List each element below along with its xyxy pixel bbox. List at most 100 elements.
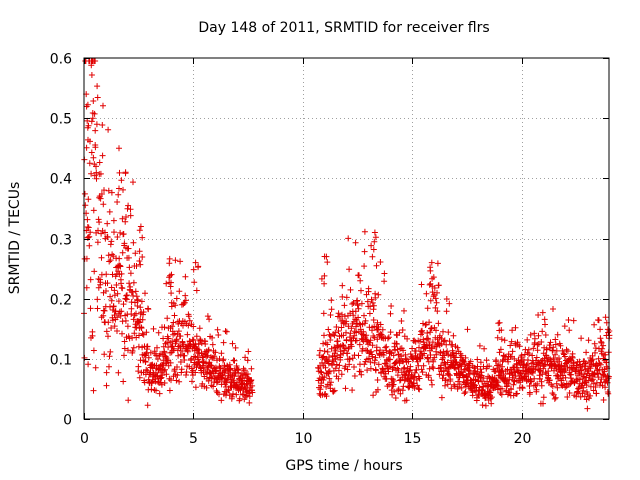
data-point	[391, 388, 398, 395]
data-point	[92, 127, 99, 134]
data-point	[383, 347, 390, 354]
data-point	[362, 317, 369, 324]
data-point	[481, 345, 488, 352]
data-point	[534, 341, 541, 348]
data-point	[363, 347, 370, 354]
data-point	[435, 282, 442, 289]
data-point	[139, 234, 146, 241]
data-point	[477, 366, 484, 373]
data-point	[192, 259, 199, 266]
data-point	[121, 345, 128, 352]
data-point	[361, 361, 368, 368]
data-point	[202, 341, 209, 347]
data-point	[134, 296, 141, 303]
data-point	[446, 338, 453, 345]
data-point	[558, 362, 565, 369]
data-point	[517, 379, 524, 386]
data-point	[229, 393, 236, 400]
data-point	[320, 310, 327, 317]
data-point	[365, 355, 372, 362]
data-point	[353, 337, 360, 344]
data-point	[136, 258, 143, 264]
data-point	[373, 344, 380, 351]
data-point	[107, 257, 114, 264]
data-point	[539, 371, 546, 378]
data-point	[591, 371, 598, 378]
data-point	[93, 121, 100, 128]
data-point	[114, 199, 121, 205]
y-tick-label: 0	[63, 413, 72, 429]
data-point	[349, 387, 356, 394]
data-point	[495, 320, 502, 327]
data-point	[332, 355, 339, 362]
data-point	[534, 347, 541, 354]
data-point	[598, 376, 605, 383]
data-point	[326, 331, 333, 338]
data-point	[422, 345, 429, 352]
data-point	[183, 372, 189, 378]
data-point	[442, 382, 448, 389]
data-point	[540, 394, 547, 401]
data-point	[108, 284, 115, 291]
y-tick-label: 0.4	[50, 172, 72, 188]
data-point	[103, 271, 110, 278]
data-point	[419, 369, 426, 376]
data-point	[135, 363, 142, 370]
data-point	[462, 361, 468, 368]
data-point	[549, 383, 556, 390]
data-point	[159, 372, 166, 379]
data-point	[139, 330, 146, 337]
data-point	[405, 384, 412, 391]
data-point	[528, 360, 535, 367]
data-point	[127, 212, 134, 219]
data-point	[581, 371, 588, 378]
data-point	[590, 387, 597, 394]
data-point	[167, 359, 174, 366]
data-point	[570, 317, 577, 324]
data-point	[344, 366, 351, 373]
data-point	[425, 336, 432, 343]
data-point	[374, 377, 381, 383]
data-point	[524, 349, 531, 356]
data-point	[173, 336, 180, 343]
data-point	[235, 367, 242, 374]
data-point	[90, 387, 97, 394]
data-point	[185, 322, 192, 329]
data-point	[181, 352, 188, 359]
data-point	[353, 329, 360, 336]
data-point	[86, 233, 93, 240]
data-point	[369, 342, 376, 349]
data-point	[426, 319, 433, 326]
data-point	[461, 390, 468, 397]
data-point	[480, 375, 487, 382]
data-point	[430, 358, 437, 365]
data-point	[456, 381, 463, 388]
data-point	[413, 366, 420, 373]
data-point	[400, 347, 407, 354]
data-point	[597, 335, 604, 342]
data-point	[540, 400, 546, 407]
data-point	[381, 278, 388, 285]
data-point	[461, 366, 468, 373]
data-point	[331, 387, 338, 394]
data-point	[120, 301, 127, 308]
data-point	[341, 302, 348, 309]
data-point	[346, 266, 353, 273]
y-tick-label: 0.3	[50, 233, 72, 249]
y-tick-labels: 0 0.1 0.2 0.3 0.4 0.5 0.6	[50, 52, 72, 429]
data-point	[168, 299, 175, 306]
data-point	[582, 360, 589, 367]
data-point	[249, 382, 256, 389]
data-point	[85, 196, 92, 203]
data-point	[220, 356, 227, 363]
data-point	[93, 175, 100, 182]
data-point	[139, 316, 146, 323]
data-point	[116, 145, 122, 152]
data-point	[404, 335, 411, 342]
data-point	[350, 312, 357, 319]
data-point	[204, 352, 211, 359]
data-point	[388, 303, 395, 309]
data-point	[87, 229, 94, 236]
data-point	[392, 395, 399, 401]
data-point	[592, 384, 599, 390]
